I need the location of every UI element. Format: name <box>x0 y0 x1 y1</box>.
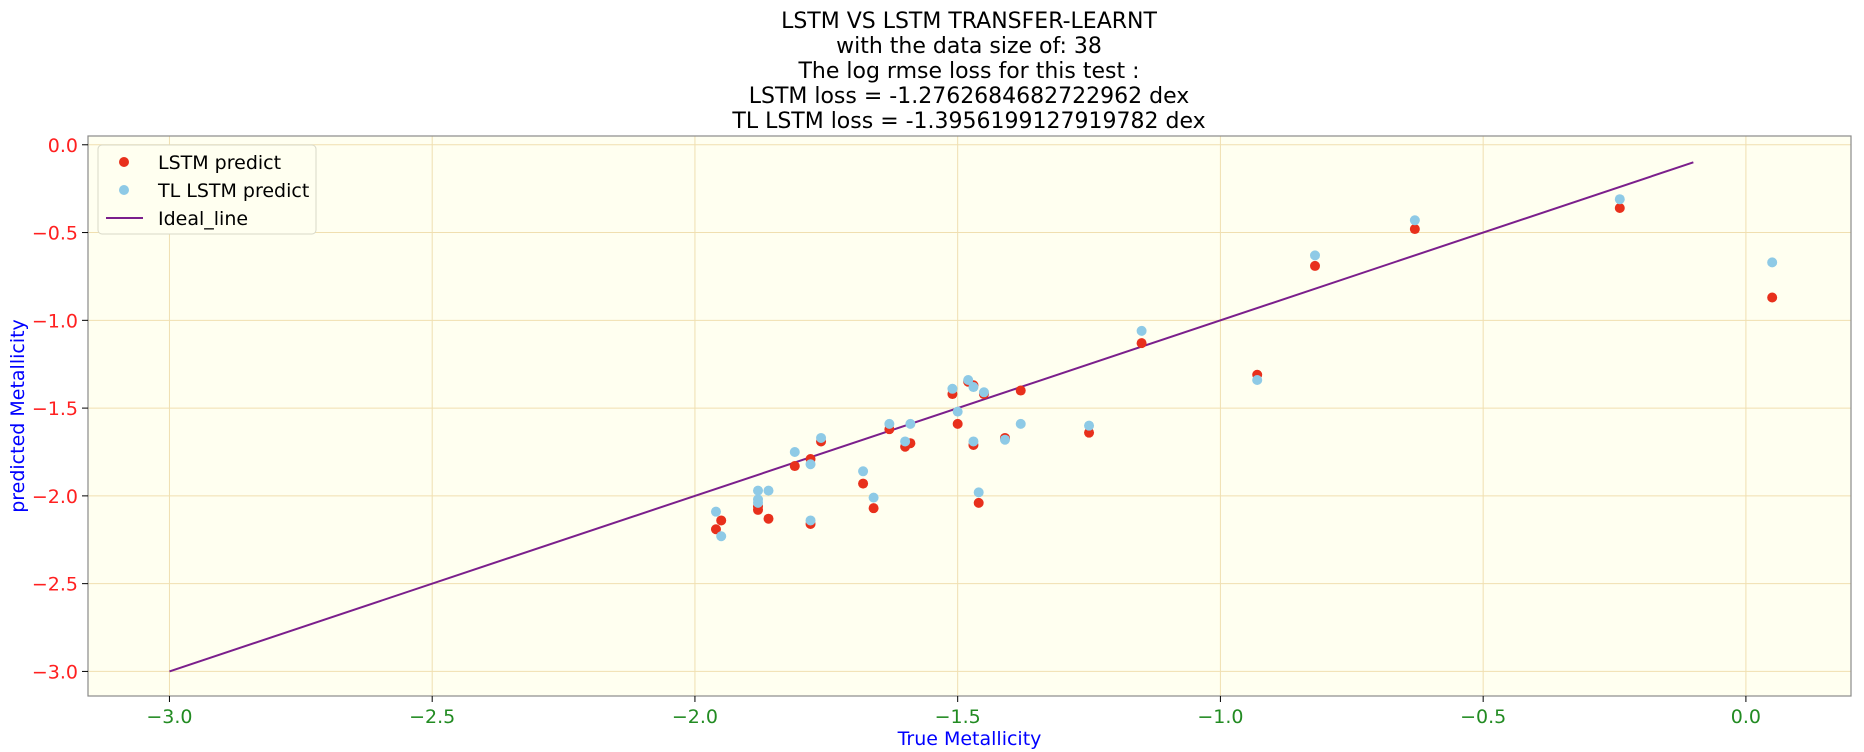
title-line-4: LSTM loss = -1.2762684682722962 dex <box>749 84 1190 109</box>
tl-lstm-point <box>952 406 963 417</box>
grid-lines <box>88 136 1851 696</box>
legend-item-tl-lstm: TL LSTM predict <box>119 180 309 202</box>
x-tick-label: −2.5 <box>409 706 455 728</box>
tl-lstm-point <box>947 383 958 394</box>
legend-label: Ideal_line <box>158 208 248 230</box>
data-points <box>710 194 1778 542</box>
tl-lstm-point <box>763 485 774 496</box>
lstm-point <box>868 503 879 514</box>
legend-item-lstm: LSTM predict <box>119 152 281 174</box>
legend-box <box>97 144 317 235</box>
y-tick-label: −1.0 <box>32 310 78 332</box>
title-line-3: The log rmse loss for this test : <box>797 59 1139 84</box>
tl-lstm-point <box>1767 257 1778 268</box>
x-axis-label: True Metallicity <box>897 728 1042 750</box>
y-axis-label: predicted Metallicity <box>7 319 29 513</box>
x-tick-label: −0.5 <box>1460 706 1506 728</box>
tl-lstm-point <box>1015 418 1026 429</box>
legend-label: LSTM predict <box>158 152 281 174</box>
legend: LSTM predict TL LSTM predict Ideal_line <box>97 144 317 235</box>
tl-lstm-point <box>1310 250 1321 261</box>
tl-lstm-point <box>1136 325 1147 336</box>
title-line-2: with the data size of: 38 <box>836 34 1102 59</box>
lstm-point <box>1136 338 1147 349</box>
tl-lstm-point <box>805 515 816 526</box>
lstm-point <box>763 513 774 524</box>
tl-lstm-point <box>858 466 869 477</box>
title-line-1: LSTM VS LSTM TRANSFER-LEARNT <box>781 9 1157 34</box>
x-tick-label: 0.0 <box>1731 706 1761 728</box>
y-tick-label: −1.5 <box>32 398 78 420</box>
y-tick-label: −2.0 <box>32 486 78 508</box>
lstm-point <box>1409 224 1420 235</box>
tl-lstm-point <box>716 531 727 542</box>
tl-lstm-point <box>978 387 989 398</box>
y-tick-label: −0.5 <box>32 223 78 245</box>
tl-lstm-point <box>752 485 763 496</box>
lstm-point <box>1084 427 1095 438</box>
tl-lstm-point <box>1614 194 1625 205</box>
x-tick-label: −1.0 <box>1197 706 1243 728</box>
tl-lstm-point <box>752 497 763 508</box>
plot-frame <box>87 135 1852 697</box>
tl-lstm-point <box>868 492 879 503</box>
y-tick-label: 0.0 <box>48 135 78 157</box>
x-tick-label: −3.0 <box>146 706 192 728</box>
tl-lstm-point <box>1252 375 1263 386</box>
lstm-point <box>789 461 800 472</box>
lstm-point <box>1614 202 1625 213</box>
tl-lstm-point <box>884 418 895 429</box>
x-tick-label: −1.5 <box>935 706 981 728</box>
tl-lstm-point <box>963 375 974 386</box>
lstm-point <box>952 418 963 429</box>
tl-lstm-point <box>710 506 721 517</box>
title-line-5: TL LSTM loss = -1.3956199127919782 dex <box>731 109 1205 134</box>
tl-lstm-point <box>968 382 979 393</box>
y-tick-label: −2.5 <box>32 574 78 596</box>
legend-marker <box>119 185 129 195</box>
legend-label: TL LSTM predict <box>157 180 309 202</box>
lstm-point <box>716 515 727 526</box>
lstm-point <box>973 497 984 508</box>
x-axis-ticks: −3.0 −2.5 −2.0 −1.5 −1.0 −0.5 0.0 <box>146 696 1761 728</box>
tl-lstm-point <box>805 459 816 470</box>
lstm-point <box>858 478 869 489</box>
tl-lstm-point <box>905 418 916 429</box>
legend-marker <box>119 157 129 167</box>
plot-area <box>88 136 1851 696</box>
x-tick-label: −2.0 <box>672 706 718 728</box>
lstm-point <box>1767 292 1778 303</box>
tl-lstm-point <box>816 432 827 443</box>
y-axis-ticks: 0.0 −0.5 −1.0 −1.5 −2.0 −2.5 −3.0 <box>32 135 88 683</box>
lstm-point <box>1310 260 1321 271</box>
tl-lstm-point <box>973 487 984 498</box>
ideal-line <box>169 161 1694 673</box>
tl-lstm-point <box>999 434 1010 445</box>
lstm-point <box>1015 385 1026 396</box>
tl-lstm-point <box>789 446 800 457</box>
y-tick-label: −3.0 <box>32 661 78 683</box>
tl-lstm-point <box>968 436 979 447</box>
tl-lstm-point <box>1084 420 1095 431</box>
tl-lstm-point <box>1409 215 1420 226</box>
tl-lstm-series <box>710 194 1778 542</box>
tl-lstm-point <box>900 436 911 447</box>
legend-item-ideal-line: Ideal_line <box>106 208 248 230</box>
lstm-point <box>710 524 721 535</box>
